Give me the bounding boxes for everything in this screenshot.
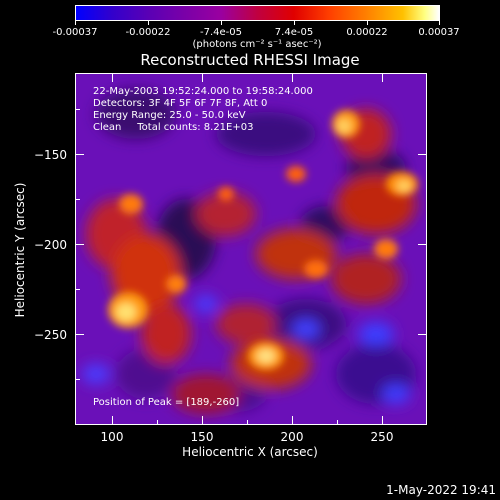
x-tick [382,416,383,424]
colorbar-tick [294,21,295,25]
x-tick [202,416,203,424]
y-minor-tick [76,109,80,110]
colorbar-tick [148,21,149,25]
x-axis-title: Heliocentric X (arcsec) [182,445,318,459]
plot-frame [75,73,427,425]
y-tick [76,334,84,335]
y-tick [418,154,426,155]
x-tick-label: 100 [100,430,124,444]
x-tick [292,416,293,424]
timestamp: 1-May-2022 19:41 [386,483,496,497]
colorbar-tick [439,21,440,25]
colorbar-label: -0.00037 [52,27,98,38]
x-tick-label: 250 [370,430,394,444]
y-tick [76,244,84,245]
y-tick-label: −150 [34,148,67,162]
x-tick-label: 200 [280,430,304,444]
x-tick [202,74,203,82]
x-tick [112,74,113,82]
rhessi-image [76,74,426,424]
colorbar-label: -0.00022 [125,27,171,38]
colorbar-label: 7.4e-05 [274,27,314,38]
x-tick [382,74,383,82]
colorbar-tick [221,21,222,25]
x-minor-tick [337,420,338,424]
image-svg [76,74,426,424]
x-minor-tick [157,420,158,424]
colorbar-label: 0.00037 [418,27,460,38]
y-tick-label: −200 [34,238,67,252]
colorbar [75,5,440,21]
annotation-time: 22-May-2003 19:52:24.000 to 19:58:24.000 [93,86,313,97]
annotation-peak: Position of Peak = [189,-260] [93,397,240,408]
y-minor-tick [76,199,80,200]
plot-title: Reconstructed RHESSI Image [140,51,360,69]
y-tick [418,334,426,335]
y-tick-label: −250 [34,328,67,342]
y-minor-tick [76,289,80,290]
annotation-method: Clean Total counts: 8.21E+03 [93,122,254,133]
colorbar-tick [367,21,368,25]
colorbar-tick [75,21,76,25]
x-tick [112,416,113,424]
y-minor-tick [76,379,80,380]
annotation-energy: Energy Range: 25.0 - 50.0 keV [93,110,246,121]
y-tick [418,244,426,245]
x-minor-tick [247,420,248,424]
colorbar-label: 0.00022 [346,27,388,38]
annotation-detectors: Detectors: 3F 4F 5F 6F 7F 8F, Att 0 [93,98,268,109]
y-axis-title: Heliocentric Y (arcsec) [13,182,27,318]
x-tick [292,74,293,82]
colorbar-unit: (photons cm⁻² s⁻¹ asec⁻²) [192,39,322,50]
y-tick [76,154,84,155]
x-tick-label: 150 [190,430,214,444]
colorbar-label: -7.4e-05 [200,27,242,38]
